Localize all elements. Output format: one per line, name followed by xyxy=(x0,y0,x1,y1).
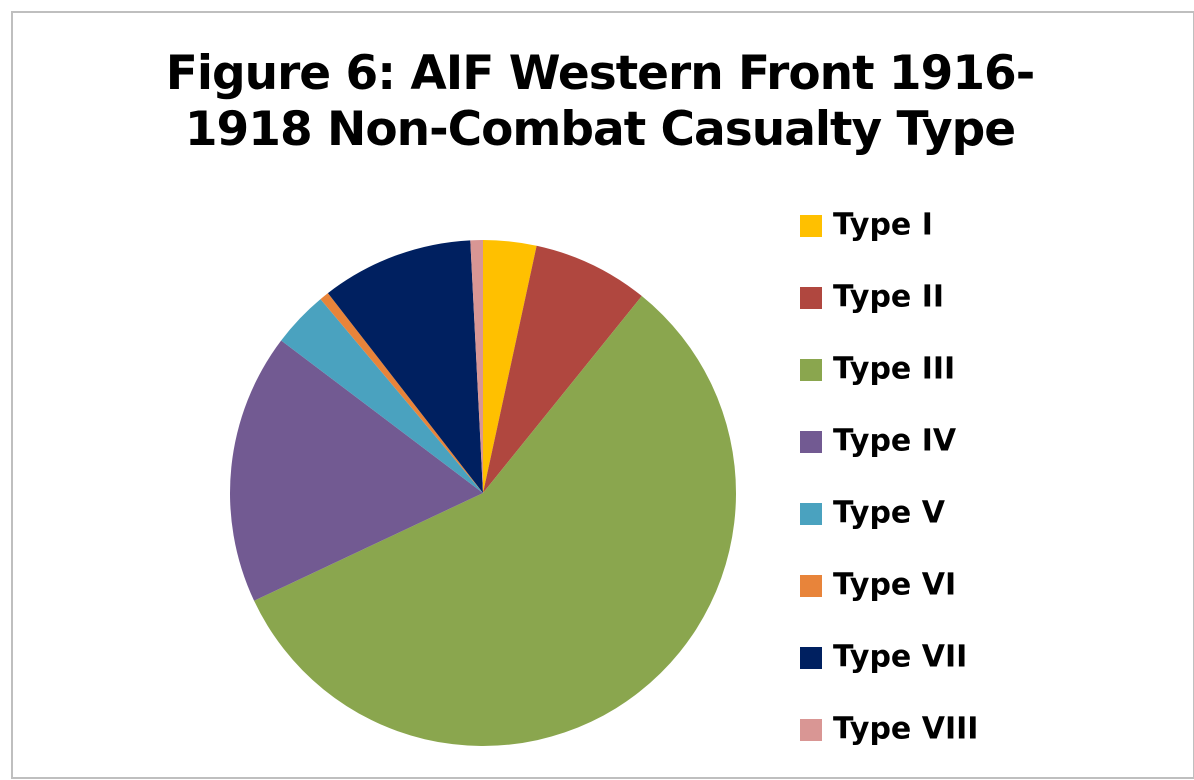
legend-label: Type II xyxy=(833,280,944,315)
legend-label: Type III xyxy=(833,352,955,387)
pie-slice xyxy=(470,240,483,493)
legend-label: Type VII xyxy=(833,640,967,675)
legend-label: Type VI xyxy=(833,568,956,603)
legend-swatch xyxy=(800,503,822,525)
pie-slice xyxy=(483,245,642,493)
pie-slice xyxy=(483,240,537,493)
pie-slice xyxy=(230,340,483,601)
legend-swatch xyxy=(800,647,822,669)
pie-slice xyxy=(320,293,483,493)
pie-slice xyxy=(327,240,483,493)
legend-label: Type I xyxy=(833,208,933,243)
pie-slice xyxy=(281,299,483,493)
legend-swatch xyxy=(800,575,822,597)
legend-label: Type IV xyxy=(833,424,957,459)
legend-swatch xyxy=(800,719,822,741)
legend-swatch xyxy=(800,359,822,381)
legend-swatch xyxy=(800,215,822,237)
chart-title: Figure 6: AIF Western Front 1916-1918 No… xyxy=(165,46,1035,157)
pie-slice xyxy=(254,296,736,747)
legend-swatch xyxy=(800,431,822,453)
legend-label: Type VIII xyxy=(833,712,978,747)
legend-label: Type V xyxy=(833,496,946,531)
legend-swatch xyxy=(800,287,822,309)
